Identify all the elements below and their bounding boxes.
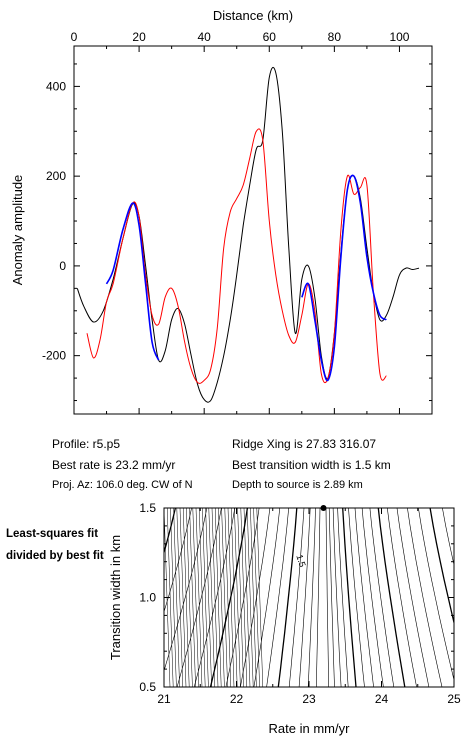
x-tick-label: 80 xyxy=(328,30,342,44)
y-tick-label: 200 xyxy=(46,169,66,183)
contour-line xyxy=(266,508,289,687)
x-axis-title: Distance (km) xyxy=(213,8,293,23)
contour-line xyxy=(195,508,203,687)
contour-line xyxy=(211,508,219,687)
contour-line xyxy=(246,508,254,687)
contour-line xyxy=(256,508,264,687)
x-tick-label: 40 xyxy=(198,30,212,44)
contour-line xyxy=(224,508,232,687)
contour-line xyxy=(230,508,238,687)
x-tick-label: 100 xyxy=(389,30,409,44)
contour-line xyxy=(337,508,349,687)
x-tick-label: 60 xyxy=(263,30,277,44)
contour-line xyxy=(325,508,329,687)
contour-line xyxy=(205,508,212,687)
y-tick-label: 0.5 xyxy=(139,680,156,694)
contour-line xyxy=(237,508,244,687)
contour-line xyxy=(288,508,305,687)
y-axis-title: Anomaly amplitude xyxy=(10,175,25,286)
contour-line xyxy=(328,508,335,687)
y-tick-label: 1.5 xyxy=(139,501,156,515)
contour-line xyxy=(221,508,228,687)
contour-line xyxy=(198,508,206,687)
contour-line xyxy=(218,508,225,687)
y-tick-label: 1.0 xyxy=(139,591,156,605)
x-tick-label: 24 xyxy=(375,692,389,706)
contour-line xyxy=(361,508,384,687)
contour-line xyxy=(227,508,235,687)
contour-line xyxy=(209,508,249,687)
contour-line xyxy=(342,508,357,687)
contour-line xyxy=(369,508,395,687)
contour-line xyxy=(214,508,222,687)
contour-line xyxy=(243,508,251,687)
contour-line xyxy=(176,508,184,687)
contour-line xyxy=(186,508,193,687)
contour-line xyxy=(354,508,374,687)
x-tick-label: 20 xyxy=(132,30,146,44)
contour-line xyxy=(208,508,216,687)
contour-line xyxy=(298,508,311,687)
contour-line xyxy=(396,508,430,687)
contour-line xyxy=(164,508,208,672)
contour-line xyxy=(179,508,187,687)
contour-line xyxy=(307,508,316,687)
best-rate-label: Best rate is 23.2 mm/yr xyxy=(52,458,176,472)
contour-line xyxy=(176,508,222,687)
x-tick-label: 21 xyxy=(157,692,171,706)
contour-line xyxy=(316,508,321,687)
contour-line xyxy=(332,508,342,687)
contour-line xyxy=(193,508,236,687)
contour-line xyxy=(173,508,180,687)
y-tick-label: 0 xyxy=(59,259,66,273)
contour-line xyxy=(455,508,467,687)
ridge-xing-label: Ridge Xing is 27.83 316.07 xyxy=(232,437,377,451)
y-tick-label: -200 xyxy=(42,349,66,363)
plot-frame xyxy=(73,45,433,415)
contour-line xyxy=(170,508,177,687)
series-line-blue xyxy=(301,174,387,382)
x-tick-label: 22 xyxy=(230,692,244,706)
side-note: Least-squares fit divided by best fit xyxy=(6,528,104,562)
best-fit-point xyxy=(320,505,327,511)
x-tick-label: 25 xyxy=(447,692,461,706)
contour-line xyxy=(387,508,417,687)
x-axis-title: Rate in mm/yr xyxy=(269,721,351,736)
profile-label: Profile: r5.p5 xyxy=(52,437,121,451)
contour-line xyxy=(418,508,454,682)
contour-line xyxy=(277,508,298,687)
contour-line xyxy=(253,508,260,687)
contour-line xyxy=(348,508,365,687)
contour-line xyxy=(407,508,443,687)
misfit-contour-chart: 1.5 21 22 23 24 25 1.5 1.0 0.5 Rate in mm/yr Trans… xyxy=(108,501,467,736)
y-axis-title: Transition width in km xyxy=(108,535,123,660)
contour-line xyxy=(250,508,257,687)
x-tick-label: 23 xyxy=(302,692,316,706)
depth-label: Depth to source is 2.89 km xyxy=(232,479,363,491)
contour-line xyxy=(240,508,248,687)
series-line-blue xyxy=(105,202,160,361)
series-line-black xyxy=(76,66,420,403)
y-tick-label: 400 xyxy=(46,79,66,93)
contour-line xyxy=(166,508,174,687)
contour-line xyxy=(202,508,209,687)
contour-label: 1.5 xyxy=(294,553,307,568)
transition-width-label: Best transition width is 1.5 km xyxy=(232,458,391,472)
contour-line xyxy=(234,508,241,687)
x-tick-label: 0 xyxy=(71,30,78,44)
contour-line xyxy=(192,508,200,687)
contour-line xyxy=(182,508,190,687)
contour-line xyxy=(377,508,406,687)
proj-az-label: Proj. Az: 106.0 deg. CW of N xyxy=(52,479,193,491)
contour-line xyxy=(189,508,196,687)
anomaly-profile-chart: 0 20 40 60 80 100 400 200 0 -200 Distance (km) Anom… xyxy=(10,8,433,415)
contour-lines xyxy=(164,508,467,687)
contour-line xyxy=(442,508,454,567)
